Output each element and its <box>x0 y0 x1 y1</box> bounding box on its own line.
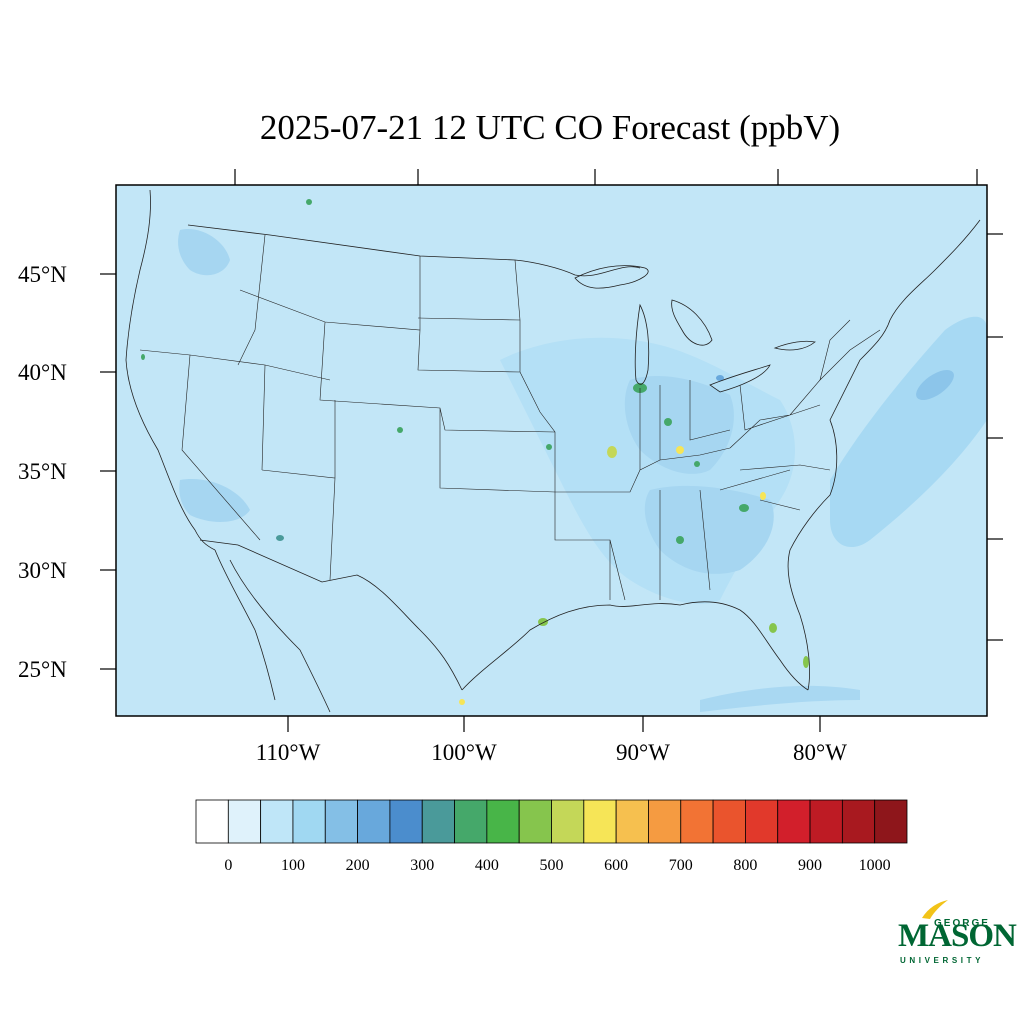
lake-erie <box>709 364 771 393</box>
hotspot-sacramento <box>141 354 145 360</box>
colorbar-swatch <box>421 799 455 844</box>
state-lines <box>139 234 881 601</box>
hotspot-detroit <box>716 375 724 381</box>
map-panel: 45°N 40°N 35°N 30°N 25°N 110°W 100°W 90°… <box>18 169 1003 765</box>
colorbar-swatch <box>809 799 843 844</box>
colorbar-tick-label: 1000 <box>859 857 891 874</box>
lat-label-30n: 30°N <box>18 558 67 583</box>
lake-michigan <box>634 303 650 385</box>
colorbar-swatch <box>486 799 520 844</box>
top-tick-marks <box>234 169 978 185</box>
hotspot-nashville <box>694 461 700 467</box>
hotspot-birmingham <box>676 536 684 544</box>
hotspot-atlanta <box>739 504 749 512</box>
pacific-nw-haze <box>178 229 230 276</box>
baja-coast <box>214 549 276 701</box>
hotspot-kansascity <box>546 444 552 450</box>
hotspot-miami <box>803 656 809 668</box>
colorbar-tick-label: 600 <box>604 857 628 874</box>
colorbar-tick-label: 300 <box>410 857 434 874</box>
colorbar-swatch <box>227 799 262 844</box>
hotspot-montreal-area <box>306 199 312 205</box>
hotspot-indianapolis <box>664 418 672 426</box>
right-tick-marks <box>987 233 1003 641</box>
colorbar <box>195 799 908 844</box>
colorbar-swatch <box>389 799 423 844</box>
lat-label-35n: 35°N <box>18 459 67 484</box>
map-frame <box>115 184 988 717</box>
gulf-co-plume <box>700 685 860 712</box>
atlantic-coast <box>787 219 981 691</box>
lon-label-80w: 80°W <box>793 740 847 765</box>
mexico-gulf-coast <box>229 559 331 713</box>
colorbar-tick-label: 900 <box>798 857 822 874</box>
hotspot-tampa <box>769 623 777 633</box>
hotspot-denver <box>397 427 403 433</box>
colorbar-tick-label: 800 <box>733 857 757 874</box>
colorbar-swatch <box>518 799 552 844</box>
lat-label-40n: 40°N <box>18 360 67 385</box>
lake-huron <box>671 299 713 346</box>
colorbar-tick-label: 0 <box>224 857 232 874</box>
geographic-boundaries <box>125 189 981 713</box>
lake-ontario <box>773 340 816 351</box>
colorbar-swatch <box>615 799 649 844</box>
lon-label-90w: 90°W <box>616 740 670 765</box>
colorbar-tick-label: 700 <box>669 857 693 874</box>
logo-university-text: UNIVERSITY <box>900 956 985 965</box>
logo-flame-icon <box>922 900 948 919</box>
colorbar-swatch <box>583 799 617 844</box>
colorbar-swatch <box>648 799 682 844</box>
colorbar-swatch <box>712 799 746 844</box>
colorbar-tick-label: 500 <box>540 857 564 874</box>
hotspot-louisville <box>676 446 684 454</box>
chart-title: 2025-07-21 12 UTC CO Forecast (ppbV) <box>259 108 841 147</box>
gulf-coast <box>461 601 809 691</box>
colorbar-swatch <box>551 799 585 844</box>
us-mexico-border <box>199 539 463 691</box>
colorbar-swatch <box>777 799 811 844</box>
colorbar-labels: 0 100 200 300 400 500 600 700 800 900 1000 <box>224 857 890 874</box>
colorbar-swatch <box>454 799 488 844</box>
west-coast <box>125 189 216 551</box>
colorbar-swatch <box>745 799 779 844</box>
lat-label-25n: 25°N <box>18 657 67 682</box>
colorbar-tick-label: 200 <box>346 857 370 874</box>
gmu-logo: GEORGE MASON UNIVERSITY <box>898 898 1017 970</box>
colorbar-tick-label: 400 <box>475 857 499 874</box>
ohio-valley-haze <box>624 375 734 474</box>
colorbar-tick-label: 100 <box>281 857 305 874</box>
atlantic-co-core <box>916 369 954 401</box>
lat-label-45n: 45°N <box>18 262 67 287</box>
colorbar-swatch <box>292 799 326 844</box>
lake-superior <box>574 265 649 289</box>
great-basin-haze <box>179 479 250 522</box>
lon-label-100w: 100°W <box>431 740 497 765</box>
colorbar-swatch <box>195 799 229 844</box>
colorbar-swatch <box>324 799 358 844</box>
hotspot-mexico <box>459 699 465 705</box>
logo-mason-text: MASON <box>898 918 1017 954</box>
left-tick-marks <box>100 273 116 670</box>
logo-george-text: GEORGE <box>934 918 990 929</box>
colorbar-swatch <box>841 799 876 844</box>
colorbar-swatch <box>260 799 294 844</box>
lon-label-110w: 110°W <box>256 740 321 765</box>
bottom-tick-marks <box>287 716 821 732</box>
colorbar-swatch <box>874 799 908 844</box>
hotspot-charlotte <box>760 492 766 500</box>
colorbar-swatch <box>680 799 714 844</box>
co-hotspots <box>141 199 809 705</box>
hotspot-phoenix <box>276 535 284 541</box>
colorbar-swatch <box>357 799 391 844</box>
hotspot-stlouis <box>607 446 617 458</box>
